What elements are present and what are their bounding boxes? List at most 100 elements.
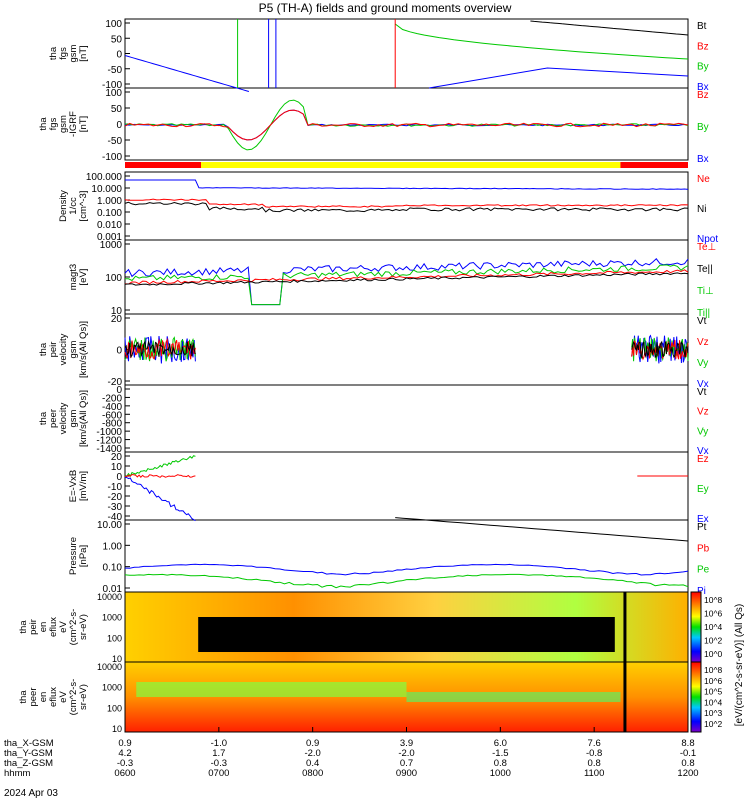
y-tick-label: 100.000 (86, 172, 123, 183)
y-tick-label: 0.001 (97, 232, 122, 243)
y-axis-label-line: [cm^-3] (78, 191, 89, 222)
panel-1: 100 50 0 -50 -100 tha fgs gsm [nT] Bt Bz By Bx (48, 18, 709, 93)
y-axis-label-line: [km/s(All Qs)] (78, 390, 89, 447)
y-tick-label: 1000 (102, 683, 122, 693)
colorbar-tick: 10^5 (704, 687, 722, 697)
time-axis-value: 0800 (302, 768, 323, 779)
time-axis-labels: tha_X-GSMtha_Y-GSMtha_Z-GSMhhmm0.94.2-0.… (4, 727, 699, 779)
y-tick-label: 10 (112, 724, 122, 734)
legend-entry: Ey (697, 484, 709, 495)
y-tick-label: -50 (108, 136, 123, 147)
y-axis-label-line: velocity (58, 402, 69, 434)
electron-spectrogram-band (406, 692, 621, 702)
colorbar-tick: 10^8 (704, 595, 722, 605)
bx-trace (124, 55, 250, 92)
time-axis-row-label: tha_X-GSM (4, 738, 54, 749)
panel-2: 100 50 0 -50 -100 tha fgs gsm -IGRF [nT] Bz By Bx (38, 87, 709, 165)
time-axis-value: 0700 (208, 768, 229, 779)
y-tick-label: 1000 (102, 613, 122, 623)
legend-entry: Bz (697, 41, 709, 52)
by-trace (394, 23, 689, 60)
y-tick-label: 1000 (100, 240, 123, 251)
colorbar-upper (690, 591, 702, 663)
panel-4: 1000 100 10 magt3 [eV] Te⊥ Te|| Ti⊥ Ti|| (68, 239, 716, 319)
legend-entry: Ti|| (697, 308, 710, 319)
y-axis-label: tha peer en eflux eV (cm^2-s-sr-eV) (18, 679, 89, 716)
colorbar-label: [eV/(cm^2-s-sr-eV)] (All Qs) (734, 604, 745, 726)
delta-b-trace (124, 109, 689, 141)
y-axis-label-line: sr-eV) (78, 614, 89, 640)
time-axis-value: 3.9 (400, 738, 413, 749)
legend-entry: Bx (697, 82, 709, 93)
legend-entry: Ni (697, 204, 706, 215)
y-axis-label-line: eV (58, 691, 69, 703)
y-tick-label: 20 (111, 452, 123, 463)
time-axis-value: -0.3 (211, 758, 227, 769)
legend-entry: Vx (697, 446, 709, 457)
y-tick-label: -800 (102, 419, 122, 430)
legend-entry: Te|| (697, 264, 713, 275)
y-axis-label-line: [nT] (78, 45, 89, 61)
y-tick-label: 0.100 (97, 208, 122, 219)
y-tick-label: 0.010 (97, 220, 122, 231)
legend-entry: Ex (697, 514, 709, 525)
y-axis-label-line: fgs (48, 117, 59, 130)
time-axis-value: 0.7 (400, 758, 413, 769)
y-axis-label-line: (cm^2-s- (68, 679, 79, 716)
colorbar-tick: 10^3 (704, 708, 722, 718)
y-tick-label: 10.000 (91, 184, 122, 195)
y-tick-label: 0.01 (103, 584, 123, 595)
y-tick-label: 0 (116, 385, 122, 396)
y-axis-label-line: [km/s(All Qs)] (78, 321, 89, 378)
y-axis-label-line: en (38, 692, 49, 703)
ex-trace (124, 476, 196, 522)
legend-entry: Ne (697, 174, 710, 185)
y-tick-label: -1200 (96, 436, 122, 447)
colorbar-tick: 10^2 (704, 636, 722, 646)
temperature-trace (124, 258, 689, 306)
colorbar-tick: 10^2 (704, 719, 722, 729)
y-axis-label: tha peer velocity gsm [km/s(All Qs)] (38, 390, 89, 447)
y-axis-label-line: eV (58, 621, 69, 633)
y-tick-label: 10 (112, 654, 122, 664)
y-axis-label-line: Density (58, 190, 69, 222)
time-axis-row-label: tha_Z-GSM (4, 758, 53, 769)
y-tick-label: -400 (102, 402, 122, 413)
y-tick-label: 100 (107, 703, 122, 713)
legend-entry: Npot (697, 234, 718, 245)
y-axis-label: tha fgs gsm [nT] (48, 44, 89, 62)
y-axis-label-line: (cm^2-s- (68, 609, 79, 646)
time-axis-value: 0.8 (681, 758, 694, 769)
legend-entry: Bz (697, 90, 709, 101)
time-axis-value: 0.9 (118, 738, 131, 749)
y-axis-label-line: eflux (48, 617, 59, 637)
y-axis-label-line: tha (38, 342, 49, 356)
y-axis-label-line: peer (48, 409, 59, 428)
y-tick-label: -100 (102, 152, 122, 163)
y-axis-label: magt3 [eV] (68, 264, 89, 290)
time-axis-value: 8.8 (681, 738, 694, 749)
y-axis-label: tha peir en eflux eV (cm^2-s-sr-eV) (18, 609, 89, 646)
temperature-trace (124, 272, 689, 286)
time-axis-value: 1.7 (212, 748, 225, 759)
y-axis-label-line: tha (48, 46, 59, 60)
y-tick-label: 10.00 (97, 520, 122, 531)
legend-entry: Bt (697, 21, 707, 32)
time-axis-value: -0.8 (586, 748, 602, 759)
time-axis-value: -1.5 (492, 748, 508, 759)
colorbar-tick: 10^6 (704, 609, 722, 619)
ni-trace (124, 201, 689, 213)
panel-frame (124, 384, 689, 453)
bt-trace (530, 20, 689, 36)
colorbar-tick: 10^4 (704, 622, 722, 632)
y-tick-label: 0 (116, 120, 122, 131)
y-axis-label-line: en (38, 622, 49, 633)
y-tick-label: -600 (102, 410, 122, 421)
y-axis-label-line: gsm (58, 115, 69, 133)
y-axis-label-line: E=-VxB (68, 470, 79, 502)
y-axis-label-line: tha (18, 620, 29, 634)
